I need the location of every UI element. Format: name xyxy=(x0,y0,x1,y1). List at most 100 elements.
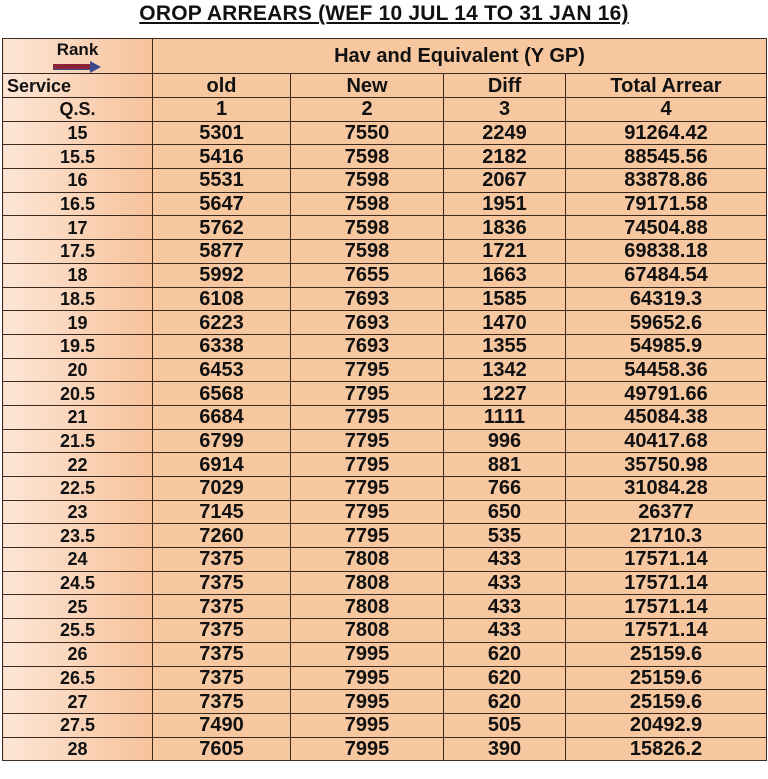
diff-cell: 1342 xyxy=(443,357,566,383)
qs-cell: 23.5 xyxy=(2,523,153,549)
old-cell: 7375 xyxy=(152,594,291,620)
table-row: 27.5 7490 7995 505 20492.9 xyxy=(2,712,767,738)
diff-cell: 390 xyxy=(443,736,566,762)
total-arrear-cell: 25159.6 xyxy=(565,689,767,714)
new-cell: 7795 xyxy=(290,381,444,406)
diff-cell: 766 xyxy=(443,476,566,501)
total-arrear-cell: 31084.28 xyxy=(565,476,767,501)
table-row: 22.5 7029 7795 766 31084.28 xyxy=(2,476,767,501)
old-cell: 7375 xyxy=(152,665,291,691)
total-arrear-cell: 17571.14 xyxy=(565,618,767,643)
qs-cell: 26.5 xyxy=(2,665,153,691)
qs-cell: 19.5 xyxy=(2,333,153,359)
column-number: 4 xyxy=(565,97,767,122)
qs-cell: 20 xyxy=(2,357,153,383)
new-cell: 7795 xyxy=(290,452,444,477)
diff-cell: 2182 xyxy=(443,144,566,170)
new-cell: 7693 xyxy=(290,333,444,359)
total-arrear-cell: 35750.98 xyxy=(565,452,767,477)
new-cell: 7598 xyxy=(290,215,444,241)
diff-cell: 433 xyxy=(443,618,566,643)
total-arrear-cell: 17571.14 xyxy=(565,547,767,572)
new-cell: 7808 xyxy=(290,570,444,596)
old-cell: 7375 xyxy=(152,570,291,596)
total-arrear-cell: 45084.38 xyxy=(565,404,767,430)
table-row: 25.5 7375 7808 433 17571.14 xyxy=(2,618,767,643)
diff-cell: 433 xyxy=(443,547,566,572)
old-cell: 5301 xyxy=(152,120,291,146)
total-arrear-cell: 67484.54 xyxy=(565,262,767,288)
new-cell: 7995 xyxy=(290,736,444,762)
new-cell: 7808 xyxy=(290,618,444,643)
total-arrear-cell: 26377 xyxy=(565,499,767,525)
total-arrear-cell: 15826.2 xyxy=(565,736,767,762)
old-cell: 7375 xyxy=(152,547,291,572)
column-header-total-arrear: Total Arrear xyxy=(565,73,767,98)
arrears-table: Rank Hav and Equivalent (Y GP) Service o… xyxy=(2,38,767,762)
table-row: 28 7605 7995 390 15826.2 xyxy=(2,736,767,762)
total-arrear-cell: 17571.14 xyxy=(565,570,767,596)
qs-cell: 25 xyxy=(2,594,153,620)
old-cell: 6914 xyxy=(152,452,291,477)
right-arrow-icon xyxy=(52,61,103,73)
old-cell: 5992 xyxy=(152,262,291,288)
new-cell: 7795 xyxy=(290,499,444,525)
new-cell: 7995 xyxy=(290,641,444,667)
page-title: OROP ARREARS (WEF 10 JUL 14 TO 31 JAN 16… xyxy=(139,2,629,25)
qs-cell: 26 xyxy=(2,641,153,667)
old-cell: 7145 xyxy=(152,499,291,525)
qs-cell: 25.5 xyxy=(2,618,153,643)
old-cell: 7375 xyxy=(152,689,291,714)
diff-cell: 1227 xyxy=(443,381,566,406)
qs-cell: 24 xyxy=(2,547,153,572)
old-cell: 5647 xyxy=(152,191,291,217)
qs-cell: 19 xyxy=(2,310,153,335)
old-cell: 5877 xyxy=(152,239,291,264)
qs-cell: 15.5 xyxy=(2,144,153,170)
column-header-old: old xyxy=(152,73,291,98)
qs-cell: 17.5 xyxy=(2,239,153,264)
qs-cell: 27 xyxy=(2,689,153,714)
table-row: 16 5531 7598 2067 83878.86 xyxy=(2,168,767,193)
table-row: 20 6453 7795 1342 54458.36 xyxy=(2,357,767,383)
old-cell: 5762 xyxy=(152,215,291,241)
column-header-new: New xyxy=(290,73,444,98)
new-cell: 7795 xyxy=(290,404,444,430)
diff-cell: 505 xyxy=(443,712,566,738)
diff-cell: 2249 xyxy=(443,120,566,146)
diff-cell: 996 xyxy=(443,428,566,454)
qs-cell: 22 xyxy=(2,452,153,477)
old-cell: 7029 xyxy=(152,476,291,501)
new-cell: 7655 xyxy=(290,262,444,288)
qs-cell: 15 xyxy=(2,120,153,146)
diff-cell: 1470 xyxy=(443,310,566,335)
new-cell: 7995 xyxy=(290,665,444,691)
table-row: 27 7375 7995 620 25159.6 xyxy=(2,689,767,714)
table-row: 15.5 5416 7598 2182 88545.56 xyxy=(2,144,767,170)
qs-cell: 16 xyxy=(2,168,153,193)
table-row: 24 7375 7808 433 17571.14 xyxy=(2,547,767,572)
old-cell: 6684 xyxy=(152,404,291,430)
old-cell: 7605 xyxy=(152,736,291,762)
diff-cell: 620 xyxy=(443,689,566,714)
diff-cell: 620 xyxy=(443,641,566,667)
old-cell: 7375 xyxy=(152,641,291,667)
total-arrear-cell: 54458.36 xyxy=(565,357,767,383)
table-row: 20.5 6568 7795 1227 49791.66 xyxy=(2,381,767,406)
total-arrear-cell: 79171.58 xyxy=(565,191,767,217)
diff-cell: 1663 xyxy=(443,262,566,288)
new-cell: 7598 xyxy=(290,191,444,217)
rank-header-cell: Rank xyxy=(2,38,153,74)
new-cell: 7995 xyxy=(290,712,444,738)
diff-cell: 433 xyxy=(443,594,566,620)
diff-cell: 1836 xyxy=(443,215,566,241)
header-row-rank: Rank Hav and Equivalent (Y GP) xyxy=(2,38,767,74)
qs-cell: 24.5 xyxy=(2,570,153,596)
new-cell: 7795 xyxy=(290,523,444,549)
rank-label: Rank xyxy=(56,40,99,59)
new-cell: 7693 xyxy=(290,310,444,335)
qs-cell: 16.5 xyxy=(2,191,153,217)
qs-cell: 18.5 xyxy=(2,286,153,312)
diff-cell: 535 xyxy=(443,523,566,549)
total-arrear-cell: 40417.68 xyxy=(565,428,767,454)
